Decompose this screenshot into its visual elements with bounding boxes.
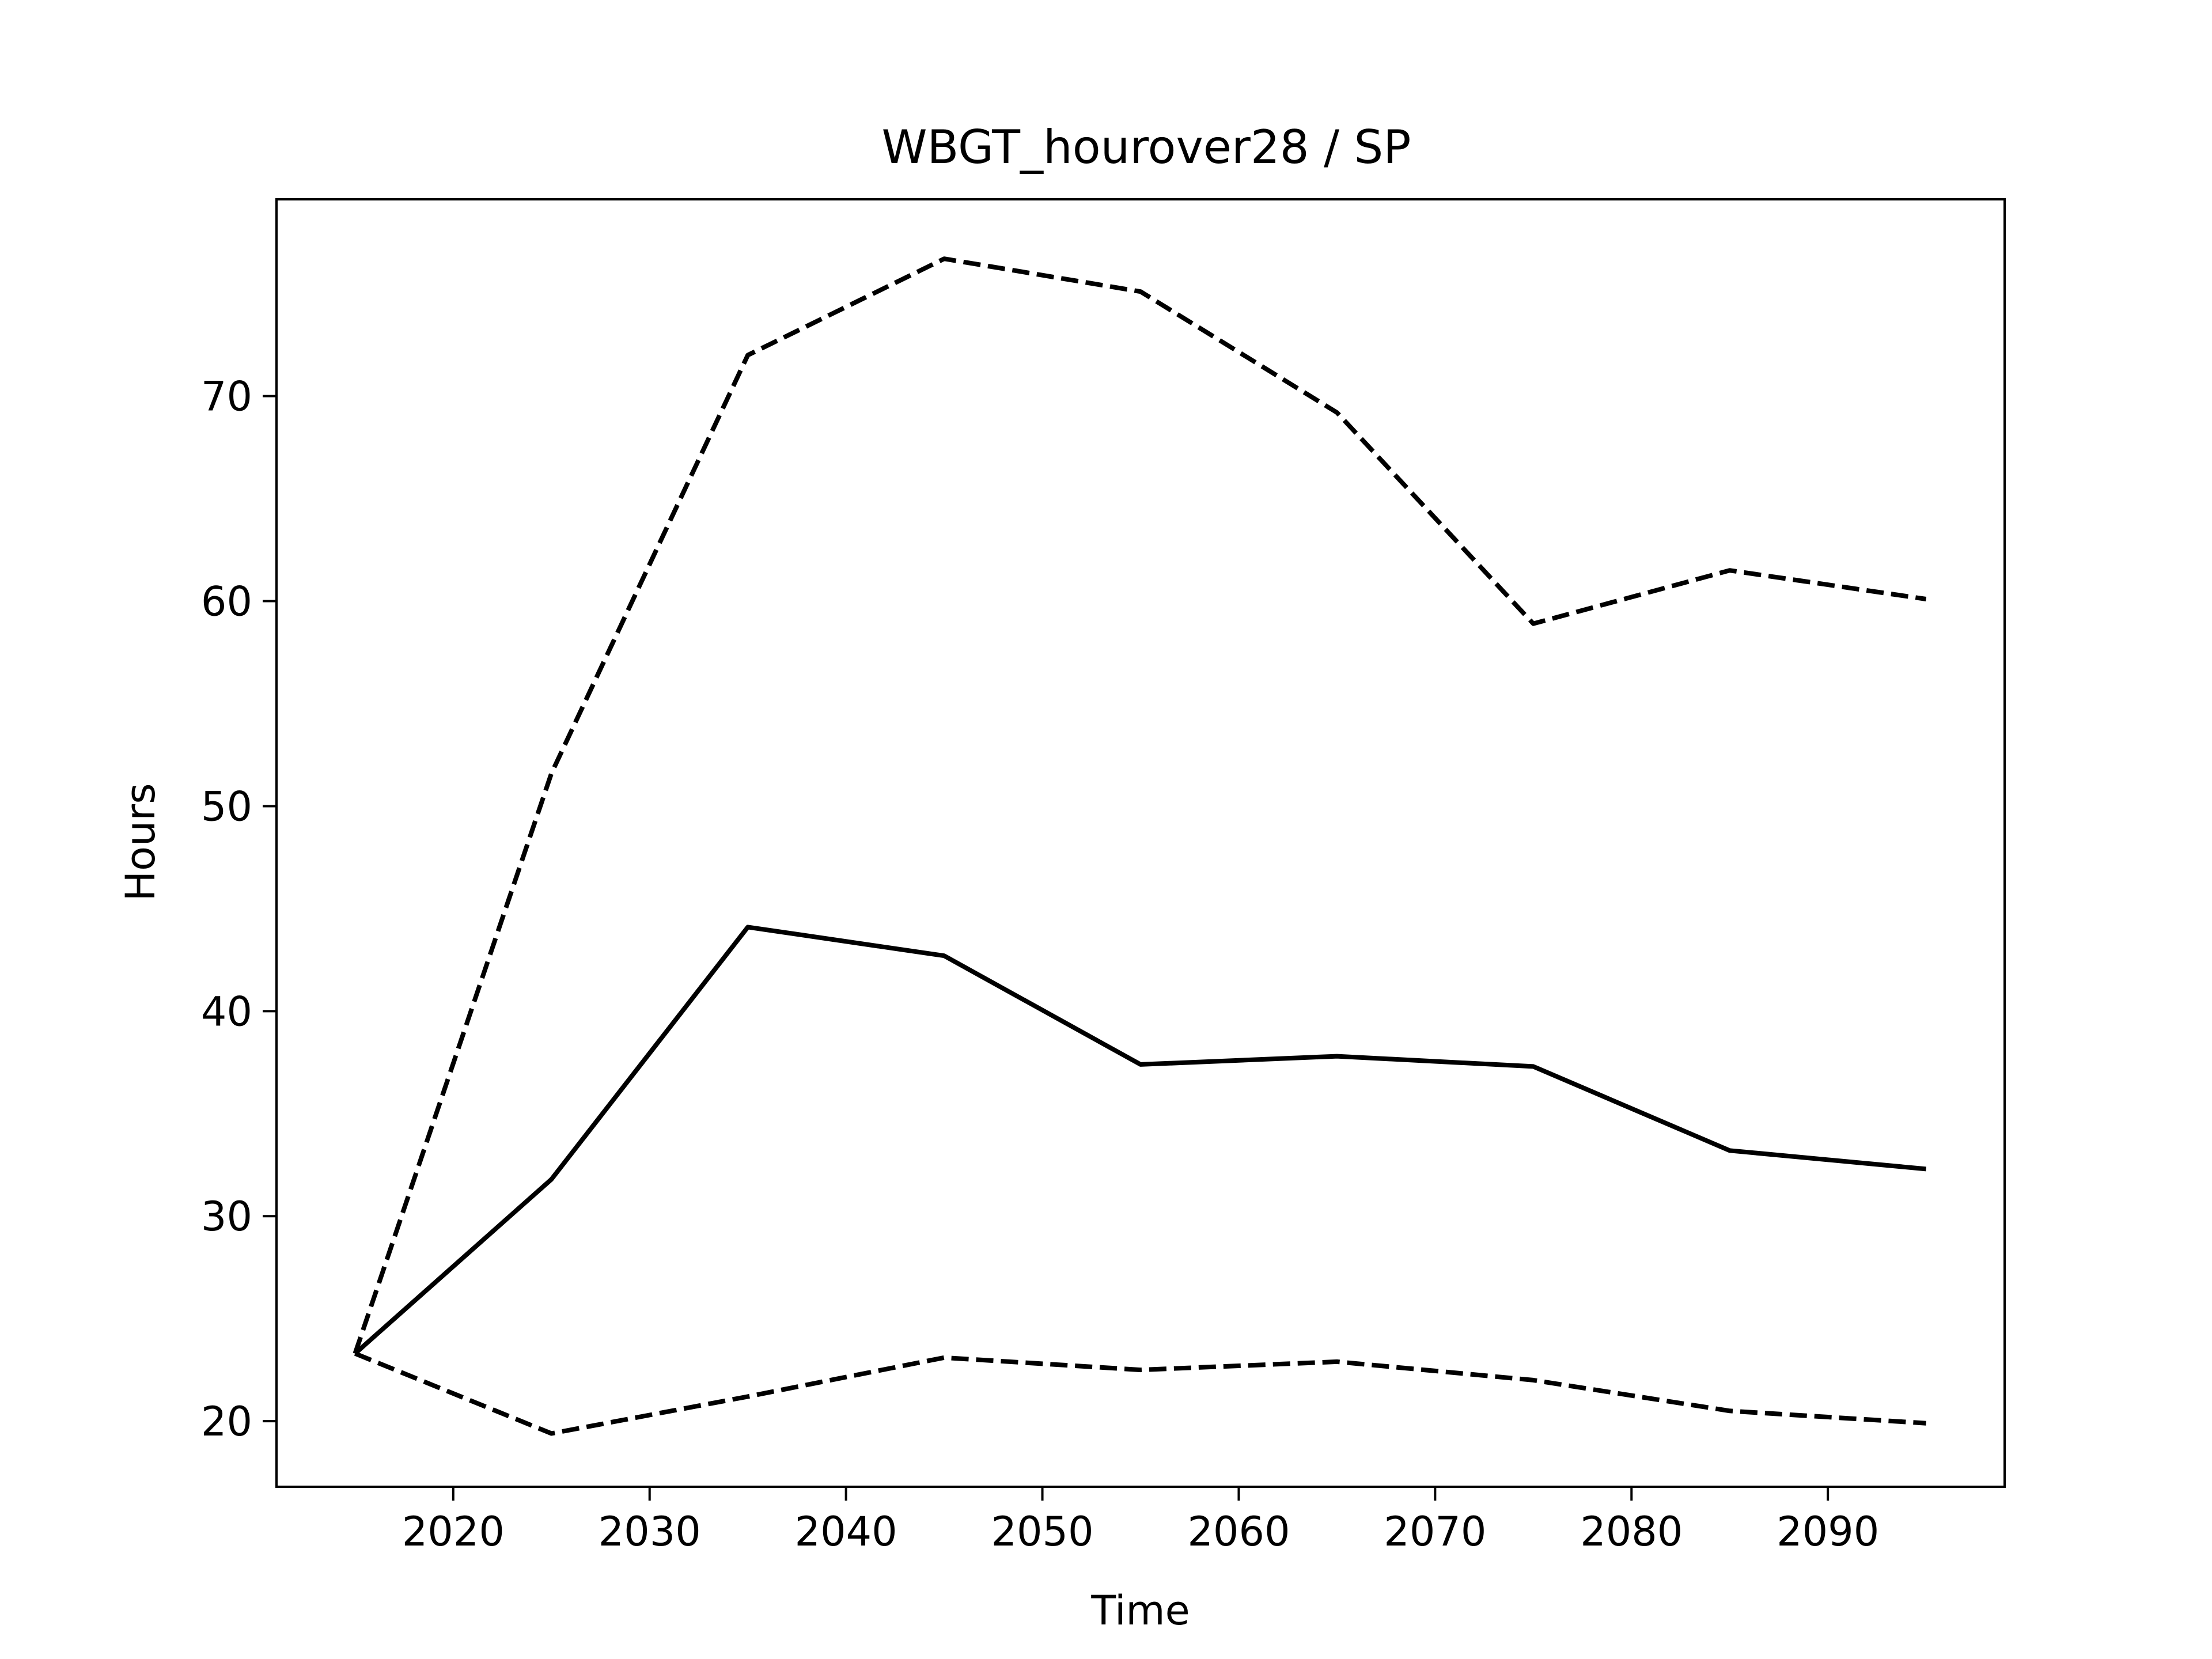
series-line-2-dashed: [353, 256, 1927, 1354]
y-tick-label: 20: [201, 1398, 252, 1445]
y-axis-ticks: 20 30 40 50 60 70: [201, 373, 276, 1445]
x-tick-label: 2020: [402, 1508, 505, 1555]
series-line-3-dashed: [354, 1351, 1926, 1436]
x-tick-label: 2050: [991, 1508, 1093, 1555]
series-layer: [353, 256, 1927, 1436]
y-tick-label: 70: [201, 373, 252, 421]
plot-frame: [275, 198, 2006, 1488]
y-tick-label: 30: [201, 1193, 252, 1240]
x-axis-ticks: 2020 2030 2040 2050 2060 2070 2080 2090: [402, 1487, 1879, 1555]
x-tick-label: 2090: [1777, 1508, 1879, 1555]
y-tick-label: 60: [201, 578, 252, 626]
x-tick-label: 2030: [599, 1508, 701, 1555]
x-axis-label: Time: [1090, 1587, 1190, 1634]
x-tick-label: 2070: [1384, 1508, 1486, 1555]
x-tick-label: 2060: [1187, 1508, 1290, 1555]
y-tick-label: 50: [201, 783, 252, 830]
x-tick-label: 2040: [795, 1508, 897, 1555]
chart-title: WBGT_hourover28 / SP: [881, 120, 1411, 174]
x-tick-label: 2080: [1580, 1508, 1683, 1555]
y-tick-label: 40: [201, 988, 252, 1035]
series-line-1-solid: [353, 925, 1926, 1355]
y-axis-label: Hours: [117, 783, 164, 901]
